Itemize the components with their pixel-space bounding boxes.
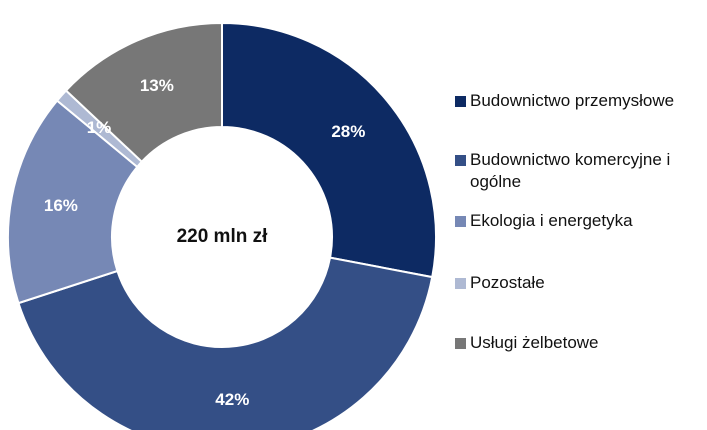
legend-item: Budownictwo przemysłowe	[455, 90, 705, 112]
legend-swatch	[455, 278, 466, 289]
legend-label: Budownictwo przemysłowe	[470, 91, 675, 110]
legend-label: Budownictwo komercyjne i ogólne	[470, 150, 671, 191]
value-label: 1%	[87, 118, 112, 137]
value-label: 16%	[44, 196, 78, 215]
center-label: 220 mln zł	[177, 226, 269, 247]
slice	[64, 21, 223, 164]
slice	[17, 256, 434, 430]
legend-item: Ekologia i energetyka	[455, 210, 705, 232]
slice	[7, 99, 139, 305]
legend-swatch	[455, 155, 466, 166]
value-label: 42%	[215, 390, 249, 409]
value-label: 13%	[140, 76, 174, 95]
legend-swatch	[455, 216, 466, 227]
legend-label: Usługi żelbetowe	[470, 333, 599, 352]
legend-label: Ekologia i energetyka	[470, 211, 633, 230]
legend-swatch	[455, 96, 466, 107]
legend-item: Pozostałe	[455, 272, 705, 294]
slice	[221, 21, 437, 279]
legend-item: Usługi żelbetowe	[455, 332, 705, 354]
legend-label: Pozostałe	[470, 273, 545, 292]
legend-item: Budownictwo komercyjne i ogólne	[455, 149, 705, 193]
value-label: 28%	[331, 122, 365, 141]
legend-swatch	[455, 338, 466, 349]
